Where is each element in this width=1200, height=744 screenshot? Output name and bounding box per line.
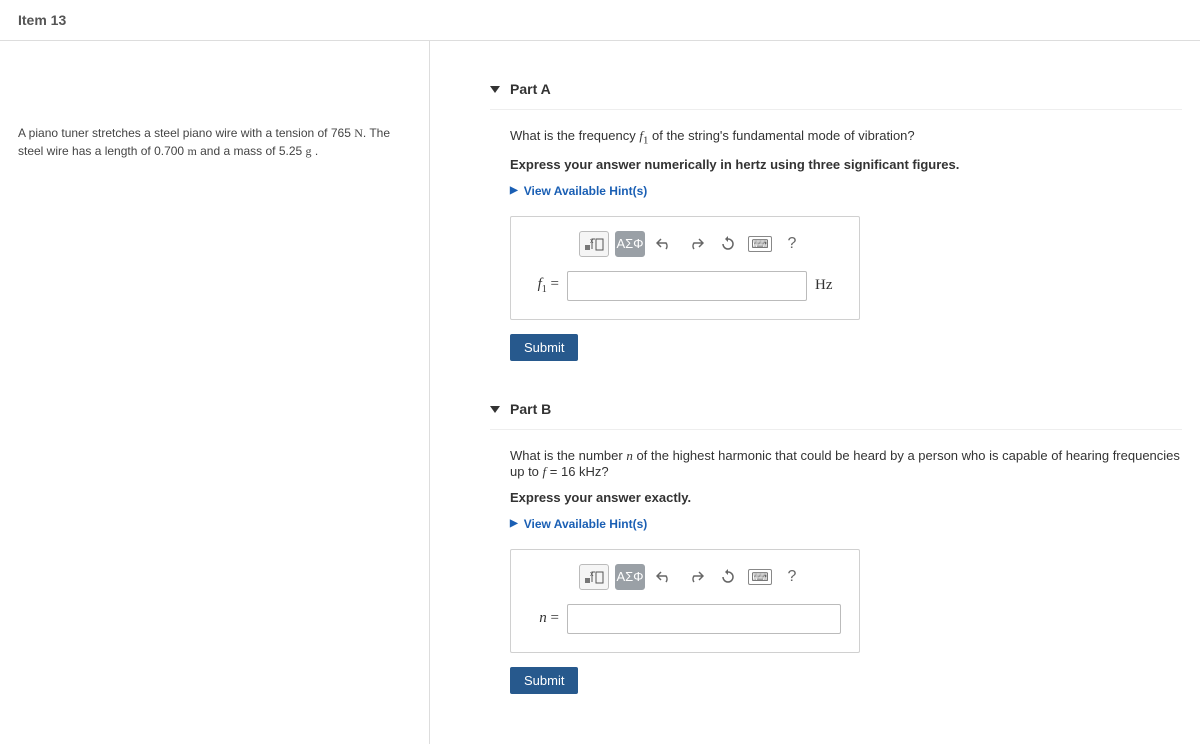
reset-button[interactable]: [715, 231, 741, 257]
caret-right-icon: ▶: [510, 518, 518, 529]
part-b-header[interactable]: Part B: [490, 391, 1182, 430]
part-a-submit-button[interactable]: Submit: [510, 334, 578, 361]
caret-down-icon: [490, 84, 500, 94]
undo-button[interactable]: [651, 564, 677, 590]
reset-button[interactable]: [715, 564, 741, 590]
templates-button[interactable]: x: [579, 564, 609, 590]
caret-down-icon: [490, 404, 500, 414]
symbols-button[interactable]: ΑΣΦ: [615, 231, 645, 257]
reset-icon: [720, 236, 736, 252]
keyboard-icon: ⌨: [748, 569, 771, 585]
reset-icon: [720, 569, 736, 585]
equation-toolbar: x ΑΣΦ ⌨ ?: [579, 231, 841, 257]
redo-button[interactable]: [683, 564, 709, 590]
caret-right-icon: ▶: [510, 185, 518, 196]
part-b-var-label: n =: [529, 610, 559, 627]
keyboard-icon: ⌨: [748, 236, 771, 252]
templates-button[interactable]: x: [579, 231, 609, 257]
part-b: Part B What is the number n of the highe…: [490, 391, 1182, 694]
part-a: Part A What is the frequency f1 of the s…: [490, 71, 1182, 361]
undo-button[interactable]: [651, 231, 677, 257]
part-b-instructions: Express your answer exactly.: [510, 490, 1182, 505]
part-a-answer-input[interactable]: [567, 271, 807, 301]
part-a-header[interactable]: Part A: [490, 71, 1182, 110]
redo-button[interactable]: [683, 231, 709, 257]
view-hints-link[interactable]: ▶ View Available Hint(s): [510, 517, 1182, 531]
redo-icon: [688, 570, 704, 584]
part-b-answer-input[interactable]: [567, 604, 841, 634]
keyboard-button[interactable]: ⌨: [747, 231, 773, 257]
part-b-question: What is the number n of the highest harm…: [510, 448, 1182, 480]
keyboard-button[interactable]: ⌨: [747, 564, 773, 590]
part-b-answer-box: x ΑΣΦ ⌨ ? n =: [510, 549, 860, 653]
templates-icon: x: [584, 236, 604, 252]
part-a-unit: Hz: [815, 277, 841, 294]
problem-panel: A piano tuner stretches a steel piano wi…: [0, 41, 430, 744]
part-a-instructions: Express your answer numerically in hertz…: [510, 157, 1182, 172]
part-a-answer-box: x ΑΣΦ ⌨ ? f1 = Hz: [510, 216, 860, 320]
redo-icon: [688, 237, 704, 251]
undo-icon: [656, 570, 672, 584]
help-button[interactable]: ?: [779, 231, 805, 257]
page-title: Item 13: [0, 0, 1200, 41]
templates-icon: x: [584, 569, 604, 585]
part-a-question: What is the frequency f1 of the string's…: [510, 128, 1182, 147]
problem-statement: A piano tuner stretches a steel piano wi…: [18, 121, 411, 163]
symbols-button[interactable]: ΑΣΦ: [615, 564, 645, 590]
equation-toolbar: x ΑΣΦ ⌨ ?: [579, 564, 841, 590]
part-a-var-label: f1 =: [529, 276, 559, 295]
part-b-submit-button[interactable]: Submit: [510, 667, 578, 694]
help-button[interactable]: ?: [779, 564, 805, 590]
view-hints-link[interactable]: ▶ View Available Hint(s): [510, 184, 1182, 198]
undo-icon: [656, 237, 672, 251]
